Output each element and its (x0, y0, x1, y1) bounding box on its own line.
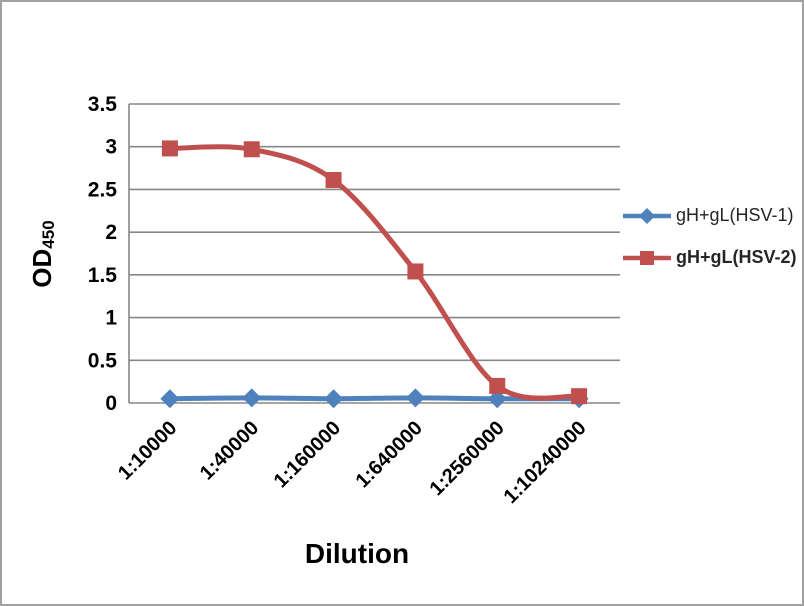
data-point-marker-series-1 (489, 377, 506, 394)
data-point-marker-series-0 (324, 389, 344, 409)
legend-item-hsv1: gH+gL(HSV-1) (622, 205, 802, 226)
data-point-marker-series-1 (243, 141, 260, 158)
x-tick-label: 1:40000 (196, 417, 263, 484)
x-tick-label: 1:640000 (352, 417, 427, 492)
y-tick-label: 3.5 (88, 93, 118, 116)
data-point-marker-series-1 (571, 388, 588, 405)
y-tick-label: 2.5 (88, 178, 118, 201)
legend-square-icon (640, 250, 654, 265)
y-tick-label: 0.5 (88, 349, 118, 372)
y-tick-label: 2 (105, 221, 117, 244)
y-axis-title: OD 450 (24, 184, 60, 324)
x-tick-label: 1:10240000 (500, 417, 591, 508)
legend-label-hsv2: gH+gL(HSV-2) (676, 247, 797, 267)
y-tick-label: 0 (105, 392, 117, 415)
data-point-marker-series-1 (325, 172, 342, 189)
legend-label-hsv1: gH+gL(HSV-1) (676, 205, 794, 225)
data-point-marker-series-0 (160, 389, 180, 409)
y-axis-title-subscript: 450 (39, 220, 58, 249)
x-tick-label: 1:160000 (270, 417, 345, 492)
y-tick-label: 1.5 (88, 264, 118, 287)
y-tick-label: 1 (105, 307, 117, 330)
data-point-marker-series-0 (242, 388, 262, 408)
legend-marker-hsv1 (623, 207, 671, 224)
legend-diamond-icon (639, 207, 655, 224)
y-tick-label: 3 (105, 136, 117, 159)
legend-marker-hsv2 (623, 250, 671, 265)
legend: gH+gL(HSV-1) gH+gL(HSV-2) (622, 205, 802, 268)
data-point-marker-series-0 (487, 389, 507, 409)
data-point-marker-series-1 (161, 140, 178, 157)
data-point-marker-series-0 (405, 388, 425, 408)
y-axis-title-text: OD (26, 248, 57, 288)
x-axis-title: Dilution (304, 538, 410, 569)
x-tick-label: 1:2560000 (426, 417, 509, 500)
legend-item-hsv2: gH+gL(HSV-2) (622, 247, 802, 268)
data-point-marker-series-1 (407, 263, 424, 280)
x-tick-label: 1:10000 (114, 417, 181, 484)
